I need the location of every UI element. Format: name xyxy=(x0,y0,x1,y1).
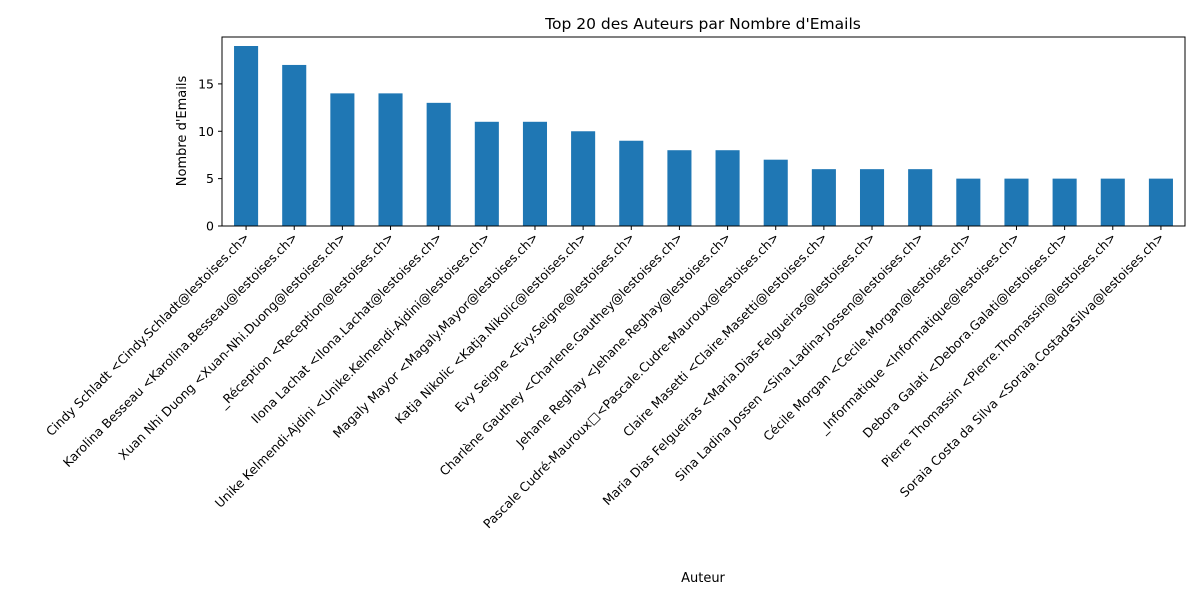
bar-8 xyxy=(571,131,596,226)
y-axis-label: Nombre d'Emails xyxy=(175,76,190,187)
bar-15 xyxy=(908,169,933,226)
bar-2 xyxy=(282,64,307,227)
y-tick-label: 5 xyxy=(206,171,214,186)
bar-10 xyxy=(667,150,692,226)
bar-17 xyxy=(1004,178,1029,226)
x-axis-label: Auteur xyxy=(681,571,725,586)
bar-20 xyxy=(1148,178,1173,226)
bar-19 xyxy=(1100,178,1125,226)
x-tick-label: Karolina Besseau <Karolina.Besseau@lesto… xyxy=(60,230,300,470)
bar-6 xyxy=(474,121,499,226)
bar-18 xyxy=(1052,178,1077,226)
plot-frame xyxy=(221,36,1186,227)
bar-13 xyxy=(811,169,836,226)
bar-14 xyxy=(859,169,885,226)
bar-1 xyxy=(234,46,259,226)
y-tick-label: 15 xyxy=(198,76,214,91)
x-tick-label: Pierre Thomassin <Pierre.Thomassin@lesto… xyxy=(878,230,1119,471)
y-tick-label: 10 xyxy=(198,124,214,139)
y-tick-label: 0 xyxy=(206,219,214,234)
bar-3 xyxy=(330,93,355,226)
bar-9 xyxy=(619,140,644,226)
bar-5 xyxy=(426,102,451,226)
y-axis-ticks: 0 5 10 15 xyxy=(198,76,222,234)
x-axis-ticks: Cindy Schladt <Cindy.Schladt@lestoises.c… xyxy=(43,226,1167,531)
bar-11 xyxy=(715,150,740,226)
bar-16 xyxy=(956,178,981,226)
bar-7 xyxy=(522,121,548,226)
x-tick-label: Cindy Schladt <Cindy.Schladt@lestoises.c… xyxy=(43,230,252,439)
bar-4 xyxy=(378,93,403,226)
bars-group xyxy=(234,46,1173,227)
chart-title: Top 20 des Auteurs par Nombre d'Emails xyxy=(544,15,861,33)
x-tick-label: _Réception <Reception@lestoises.ch> xyxy=(215,230,397,412)
x-tick-label: Xuan Nhi Duong <Xuan-Nhi.Duong@lestoises… xyxy=(115,230,348,463)
x-tick-label: Evy Seigne <Evy.Seigne@lestoises.ch> xyxy=(452,230,638,416)
bar-12 xyxy=(763,159,788,226)
